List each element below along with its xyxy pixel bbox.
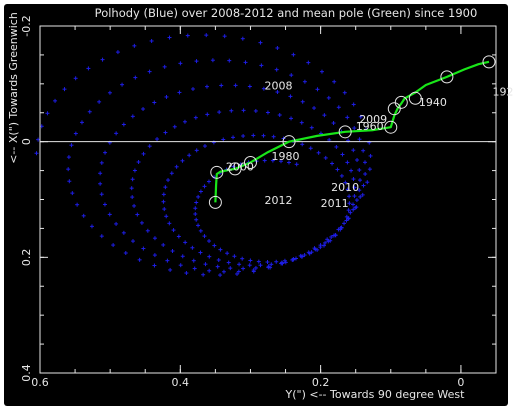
x-axis-label: Y(") <-- Towards 90 degree West xyxy=(285,388,466,401)
mean-pole-marker xyxy=(210,165,224,179)
year-label: 1940 xyxy=(419,96,447,109)
polhody-spiral xyxy=(34,33,373,278)
y-tick-label: 0.2 xyxy=(20,249,33,267)
mean-pole-marker xyxy=(408,91,422,105)
year-label: 1980 xyxy=(272,150,300,163)
y-axis-label: <-- X(") Towards Greenwich xyxy=(7,12,20,164)
mean-pole-marker xyxy=(384,120,398,134)
year-label: 1960 xyxy=(356,120,384,133)
plot-background xyxy=(4,4,508,406)
mean-pole-marker xyxy=(482,55,496,69)
mean-pole-marker xyxy=(208,195,222,209)
x-tick-label: 0.4 xyxy=(172,376,190,389)
year-label: 2010 xyxy=(331,181,359,194)
x-tick-label: 0.2 xyxy=(312,376,330,389)
year-label: 1920 xyxy=(492,85,514,98)
y-tick-label: 0 xyxy=(20,138,33,145)
year-label: 2012 xyxy=(264,194,292,207)
x-tick-label: 0.6 xyxy=(31,376,49,389)
y-tick-label: 0.4 xyxy=(20,364,33,382)
mean-pole-marker xyxy=(243,155,257,169)
y-tick-label: -0.2 xyxy=(20,15,33,36)
year-label: 2008 xyxy=(264,80,292,93)
year-label: 2011 xyxy=(321,197,349,210)
chart-title: Polhody (Blue) over 2008-2012 and mean p… xyxy=(95,6,478,20)
annotations: 1900192019401960200919802000200820102012… xyxy=(226,80,514,210)
mean-pole-marker xyxy=(338,125,352,139)
mean-pole-marker xyxy=(387,102,401,116)
mean-pole-line xyxy=(214,60,490,203)
x-tick-label: 0 xyxy=(457,376,464,389)
mean-pole-markers xyxy=(208,55,496,209)
axis-ticks: 0.6 0.4 0.2 0-0.200.20.4 xyxy=(20,15,497,389)
mean-pole-path xyxy=(214,60,490,203)
year-label: 2009 xyxy=(359,113,387,126)
mean-pole-marker xyxy=(228,162,242,176)
mean-pole-marker xyxy=(440,70,454,84)
mean-pole-marker xyxy=(282,135,296,149)
year-label: 2000 xyxy=(226,161,254,174)
